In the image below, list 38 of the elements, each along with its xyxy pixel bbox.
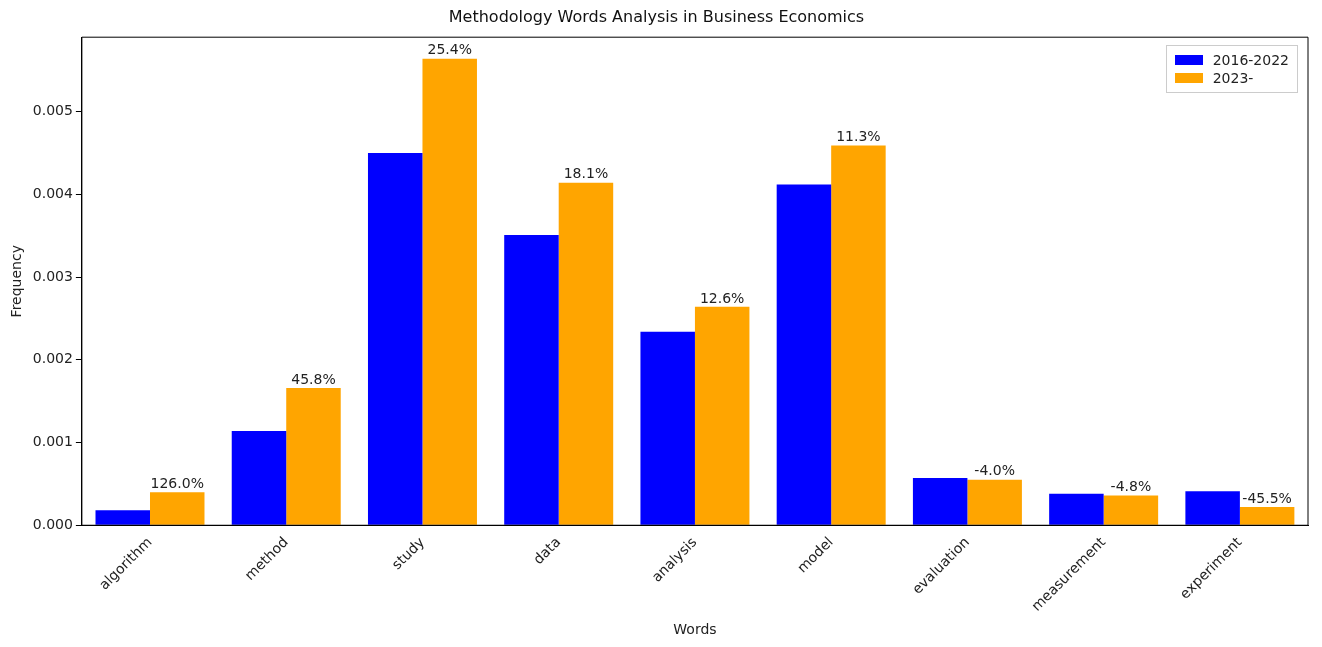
y-axis-title: Frequency — [8, 245, 25, 318]
bar — [558, 182, 614, 525]
bar — [231, 430, 287, 525]
annotation: 12.6% — [699, 289, 745, 306]
bar — [1049, 493, 1104, 525]
bar — [831, 145, 886, 525]
bar — [776, 184, 832, 525]
x-axis-title: Words — [673, 621, 717, 638]
annotation: 11.3% — [836, 128, 881, 145]
bar — [640, 331, 695, 525]
bar — [1239, 507, 1295, 525]
bar — [504, 234, 559, 525]
annotation: 25.4% — [427, 41, 472, 58]
bar — [150, 492, 205, 525]
bar — [1103, 495, 1159, 525]
bar — [912, 478, 968, 525]
bar — [1185, 491, 1240, 525]
bar — [95, 510, 150, 525]
legend-label: 2023- — [1212, 70, 1254, 87]
bar — [694, 306, 750, 525]
y-tick-label: 0.005 — [32, 102, 73, 119]
annotation: 126.0% — [150, 474, 204, 491]
chart-title: Methodology Words Analysis in Business Economics — [448, 6, 865, 26]
bar — [967, 479, 1022, 525]
y-tick-label: 0.004 — [32, 185, 73, 202]
annotation: 18.1% — [563, 165, 609, 182]
annotation: -4.0% — [974, 462, 1015, 479]
annotation: 45.8% — [291, 370, 336, 387]
annotation: -45.5% — [1242, 489, 1292, 506]
y-tick-label: 0.003 — [32, 267, 73, 284]
annotation: -4.8% — [1110, 478, 1152, 495]
y-tick-label: 0.001 — [32, 433, 73, 450]
bar — [367, 153, 423, 525]
bar — [422, 58, 477, 525]
y-tick-label: 0.000 — [32, 515, 73, 532]
legend-label: 2016-2022 — [1212, 52, 1289, 69]
y-tick-label: 0.002 — [32, 350, 73, 367]
bar — [286, 387, 341, 525]
